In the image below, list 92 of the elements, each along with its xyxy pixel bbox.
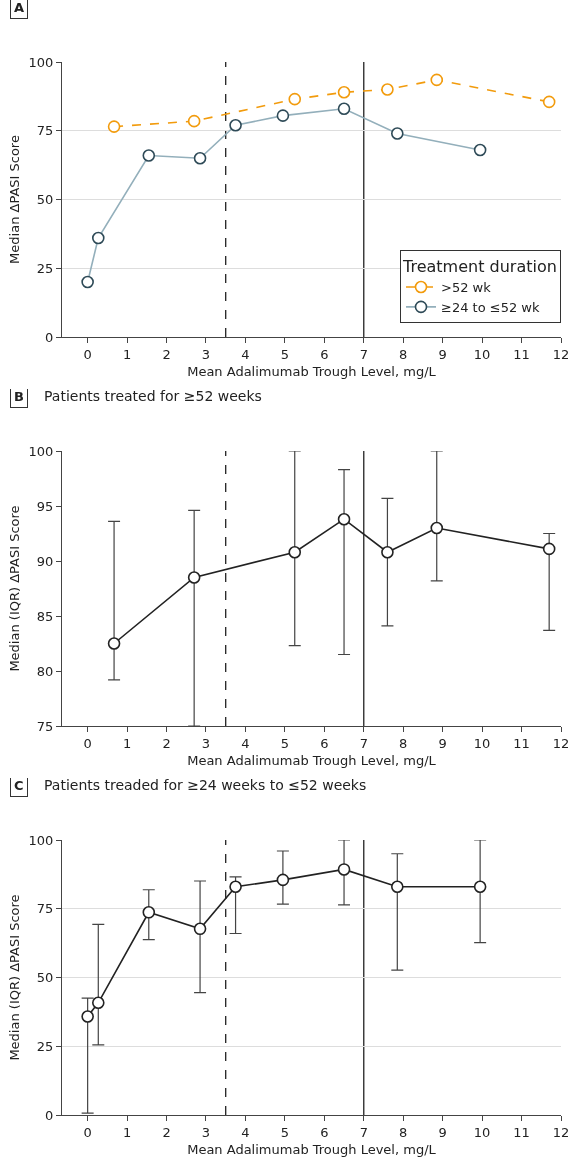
x-tick-label: 7 — [359, 735, 368, 751]
x-tick-label: 6 — [320, 346, 329, 362]
x-tick-label: 11 — [513, 346, 530, 362]
y-tick-label: 100 — [28, 443, 54, 459]
x-tick-label: 5 — [280, 735, 290, 751]
legend-label: >52 wk — [441, 280, 492, 296]
chart-subtitle: Patients treaded for ≥24 weeks to ≤52 weeks — [44, 777, 367, 793]
x-tick-label: 12 — [552, 735, 570, 751]
point — [142, 906, 156, 919]
x-tick-label: 3 — [201, 1124, 211, 1140]
chart-title: B — [14, 389, 24, 404]
point — [288, 545, 302, 559]
y-tick-label: 75 — [36, 901, 54, 917]
point — [381, 545, 394, 559]
x-tick-label: 12 — [552, 1124, 570, 1140]
point — [391, 880, 404, 894]
x-axis-title: Mean Adalimumab Trough Level, mg/L — [187, 753, 437, 769]
chart-subtitle: Patients treated for ≥52 weeks — [44, 388, 262, 404]
x-tick-label: 3 — [201, 346, 211, 362]
y-tick-label: 100 — [28, 54, 54, 70]
point — [91, 996, 105, 1010]
y-tick-label: 25 — [36, 260, 54, 276]
point — [381, 83, 394, 96]
x-tick-label: 1 — [122, 346, 132, 362]
chart-title: A — [14, 0, 25, 15]
point — [430, 521, 444, 535]
x-tick-label: 6 — [320, 1124, 329, 1140]
y-tick-label: 85 — [36, 608, 54, 624]
x-tick-label: 1 — [122, 735, 132, 751]
x-tick-label: 10 — [473, 735, 491, 751]
x-axis-title: Mean Adalimumab Trough Level, mg/L — [187, 364, 437, 380]
x-tick-label: 4 — [241, 346, 250, 362]
point — [337, 512, 351, 526]
y-axis-title: Median (IQR) ΔPASI Score — [6, 505, 22, 672]
point — [542, 542, 556, 556]
x-tick-label: 2 — [162, 1124, 171, 1140]
point — [81, 1010, 94, 1023]
x-tick-label: 9 — [438, 346, 447, 362]
y-tick-label: 95 — [36, 498, 54, 514]
x-tick-label: 9 — [438, 735, 447, 751]
y-tick-label: 0 — [45, 329, 54, 345]
x-tick-label: 2 — [162, 735, 171, 751]
x-tick-label: 8 — [399, 346, 408, 362]
x-tick-label: 7 — [359, 1124, 368, 1140]
legend-title: Treatment duration — [402, 257, 557, 277]
point — [187, 114, 201, 128]
x-tick-label: 10 — [473, 346, 491, 362]
x-tick-label: 0 — [83, 346, 92, 362]
point — [187, 571, 201, 584]
point — [542, 95, 556, 109]
y-tick-label: 80 — [36, 663, 54, 679]
point — [276, 873, 290, 887]
x-tick-label: 1 — [122, 1124, 132, 1140]
y-tick-label: 75 — [36, 123, 54, 139]
x-axis-title: Mean Adalimumab Trough Level, mg/L — [187, 1142, 437, 1158]
point — [288, 92, 302, 106]
x-tick-label: 0 — [83, 1124, 92, 1140]
y-axis-title: Median ΔPASI Score — [6, 135, 22, 264]
x-tick-label: 4 — [241, 735, 250, 751]
x-tick-label: 8 — [399, 1124, 408, 1140]
point — [430, 73, 444, 87]
y-tick-label: 50 — [36, 192, 54, 208]
y-tick-label: 100 — [28, 832, 54, 848]
y-tick-label: 25 — [36, 1038, 54, 1054]
x-tick-label: 11 — [513, 1124, 530, 1140]
point — [229, 880, 242, 894]
x-tick-label: 3 — [201, 735, 211, 751]
point — [193, 922, 207, 936]
x-tick-label: 9 — [438, 1124, 447, 1140]
x-tick-label: 2 — [162, 346, 171, 362]
x-tick-label: 11 — [513, 735, 530, 751]
point — [473, 880, 487, 894]
x-tick-label: 5 — [280, 1124, 290, 1140]
y-tick-label: 0 — [45, 1107, 54, 1123]
legend-label: ≥24 to ≤52 wk — [441, 299, 540, 315]
y-tick-label: 75 — [36, 718, 54, 734]
x-tick-label: 4 — [241, 1124, 250, 1140]
y-axis-title: Median (IQR) ΔPASI Score — [6, 894, 22, 1061]
point — [337, 863, 351, 876]
x-tick-label: 7 — [359, 346, 368, 362]
x-tick-label: 5 — [280, 346, 290, 362]
y-tick-label: 90 — [36, 553, 54, 569]
x-tick-label: 0 — [83, 735, 92, 751]
x-tick-label: 12 — [552, 346, 570, 362]
chart-title: C — [14, 778, 24, 793]
x-tick-label: 6 — [320, 735, 329, 751]
point — [107, 637, 121, 650]
x-tick-label: 10 — [473, 1124, 491, 1140]
y-tick-label: 50 — [36, 970, 54, 986]
point — [337, 85, 351, 99]
x-tick-label: 8 — [399, 735, 408, 751]
point — [107, 120, 121, 133]
